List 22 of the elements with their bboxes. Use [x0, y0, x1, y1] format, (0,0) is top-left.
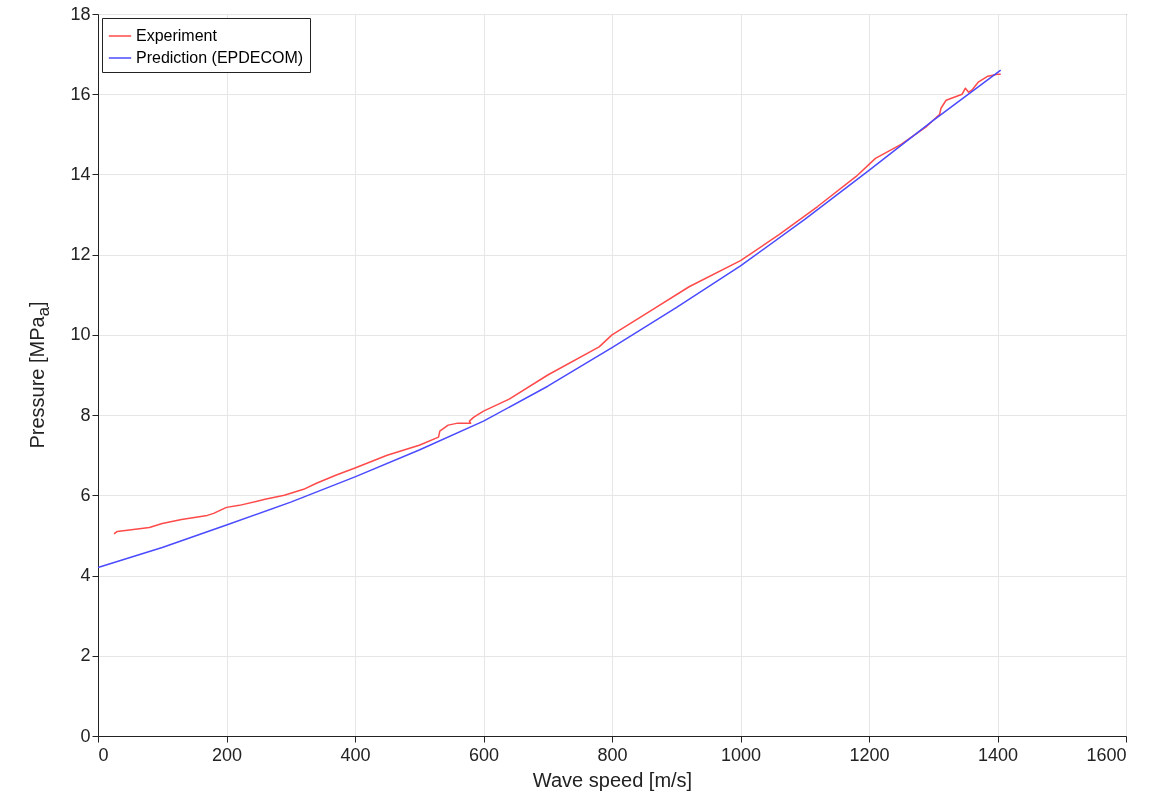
y-tick-label: 18	[70, 3, 91, 24]
y-tick-label: 14	[70, 163, 91, 184]
y-tick-label: 6	[80, 484, 91, 505]
y-tick-label: 12	[70, 244, 91, 265]
x-tick-label: 1000	[720, 744, 762, 765]
y-tick-label: 8	[80, 404, 91, 425]
legend-label: Prediction (EPDECOM)	[136, 49, 304, 66]
x-tick-label: 1200	[849, 744, 890, 765]
y-tick-label: 2	[80, 645, 91, 666]
y-tick-label: 16	[70, 83, 91, 104]
x-tick-label: 600	[468, 744, 500, 765]
x-tick-label: 400	[340, 744, 371, 765]
y-tick-label: 10	[70, 324, 91, 345]
x-tick-label: 200	[211, 744, 243, 765]
y-tick-label: 4	[80, 565, 91, 586]
x-axis-title: Wave speed [m/s]	[532, 768, 693, 791]
x-tick-label: 1600	[1086, 744, 1127, 765]
x-tick-label: 0	[98, 744, 109, 765]
x-tick-label: 1400	[977, 744, 1019, 765]
y-tick-label: 0	[80, 725, 91, 746]
legend-label: Experiment	[136, 27, 218, 44]
x-tick-label: 800	[597, 744, 628, 765]
